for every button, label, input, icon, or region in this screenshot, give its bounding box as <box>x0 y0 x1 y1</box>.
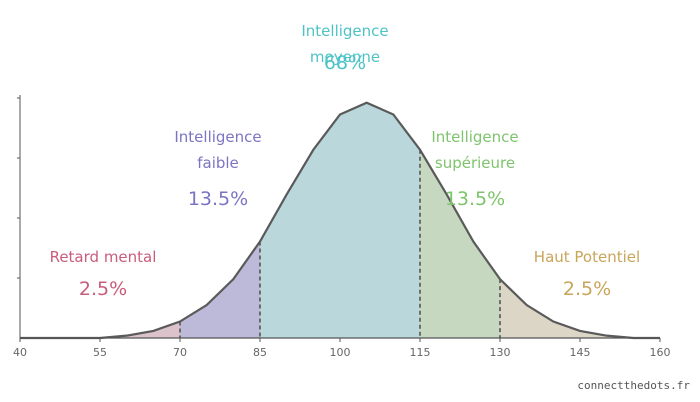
curve <box>20 101 660 340</box>
region-value: 68% <box>323 52 367 74</box>
region-name: Retard mental <box>49 248 157 266</box>
region-value: 13.5% <box>444 188 506 210</box>
x-tick-label: 160 <box>650 346 671 359</box>
x-tick-label: 40 <box>13 346 27 359</box>
region-name: Intelligence moyenne <box>301 22 389 66</box>
x-tick-label: 145 <box>570 346 591 359</box>
x-tick-label: 55 <box>93 346 107 359</box>
region-name: Haut Potentiel <box>533 248 641 266</box>
region-value: 2.5% <box>562 278 612 300</box>
footer: connectthedots.fr <box>577 379 690 392</box>
region <box>180 241 260 338</box>
region <box>500 279 660 338</box>
region <box>420 149 500 338</box>
x-tick-label: 85 <box>253 346 267 359</box>
region-value: 2.5% <box>78 278 128 300</box>
region <box>260 102 420 339</box>
region-name: Intelligence faible <box>174 128 262 172</box>
x-tick-label: 130 <box>490 346 511 359</box>
x-tick-label: 100 <box>330 346 351 359</box>
x-tick-label: 70 <box>173 346 187 359</box>
region-name: Intelligence supérieure <box>431 128 519 172</box>
x-tick-label: 115 <box>410 346 431 359</box>
region-value: 13.5% <box>187 188 249 210</box>
